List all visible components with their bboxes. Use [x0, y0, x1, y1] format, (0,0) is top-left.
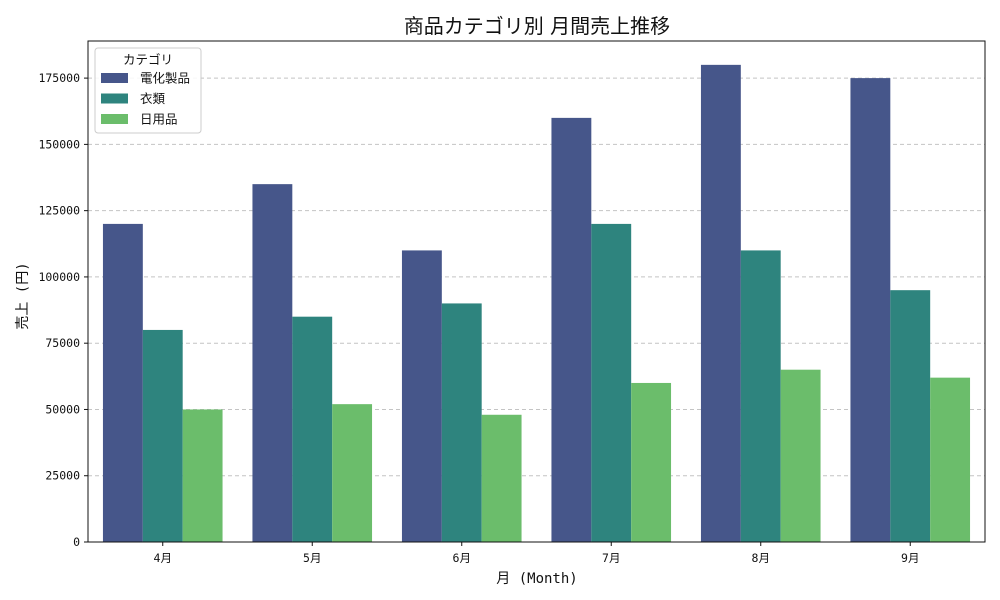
legend-swatch	[101, 73, 128, 83]
y-tick-label: 125000	[38, 204, 80, 218]
y-tick-label: 25000	[45, 469, 80, 483]
bar-1-1	[102, 223, 143, 542]
x-tick-label: 9月	[901, 551, 919, 565]
x-axis-label: 月 (Month)	[496, 571, 577, 587]
bar-1-2	[252, 184, 293, 542]
bar-2-6	[890, 290, 931, 542]
grid-lines	[88, 77, 985, 477]
x-tick-label: 4月	[154, 551, 172, 565]
bar-2-2	[292, 316, 333, 542]
legend-swatch	[101, 93, 128, 104]
plot-frame	[87, 40, 986, 543]
bars	[102, 64, 971, 542]
y-axis-label: 売上 (円)	[15, 262, 31, 329]
legend-label: 日用品	[140, 112, 178, 127]
legend-label: 衣類	[140, 91, 166, 106]
y-tick-label: 0	[73, 535, 80, 549]
y-tick-label: 75000	[45, 336, 80, 350]
x-tick-label: 5月	[303, 551, 321, 565]
legend-label: 電化製品	[140, 71, 190, 86]
bar-3-1	[182, 409, 223, 542]
bar-3-6	[930, 377, 971, 542]
bar-3-3	[481, 414, 522, 542]
bar-1-6	[850, 78, 891, 542]
x-axis-ticks: 4月 5月 6月 7月 8月 9月	[154, 542, 919, 565]
y-tick-label: 100000	[38, 270, 80, 284]
bar-2-5	[740, 250, 781, 542]
bar-3-5	[780, 369, 821, 542]
y-axis-ticks: 0 25000 50000 75000 100000 125000 150000 175000	[38, 71, 88, 549]
bar-1-4	[551, 117, 592, 542]
bar-2-1	[142, 329, 183, 542]
x-tick-label: 8月	[752, 551, 770, 565]
chart-title: 商品カテゴリ別 月間売上推移	[404, 14, 670, 38]
legend-swatch	[101, 114, 128, 124]
bar-1-3	[401, 250, 442, 542]
x-tick-label: 7月	[602, 551, 620, 565]
bar-1-5	[700, 64, 741, 542]
y-tick-label: 150000	[38, 137, 80, 151]
y-tick-label: 50000	[45, 402, 80, 416]
x-tick-label: 6月	[453, 551, 471, 565]
legend-title: カテゴリ	[123, 52, 173, 67]
bar-3-2	[332, 404, 373, 542]
legend-box	[94, 47, 202, 134]
bar-3-4	[631, 382, 672, 542]
bar-2-3	[441, 303, 482, 542]
y-tick-label: 175000	[38, 71, 80, 85]
bar-2-4	[591, 223, 632, 542]
